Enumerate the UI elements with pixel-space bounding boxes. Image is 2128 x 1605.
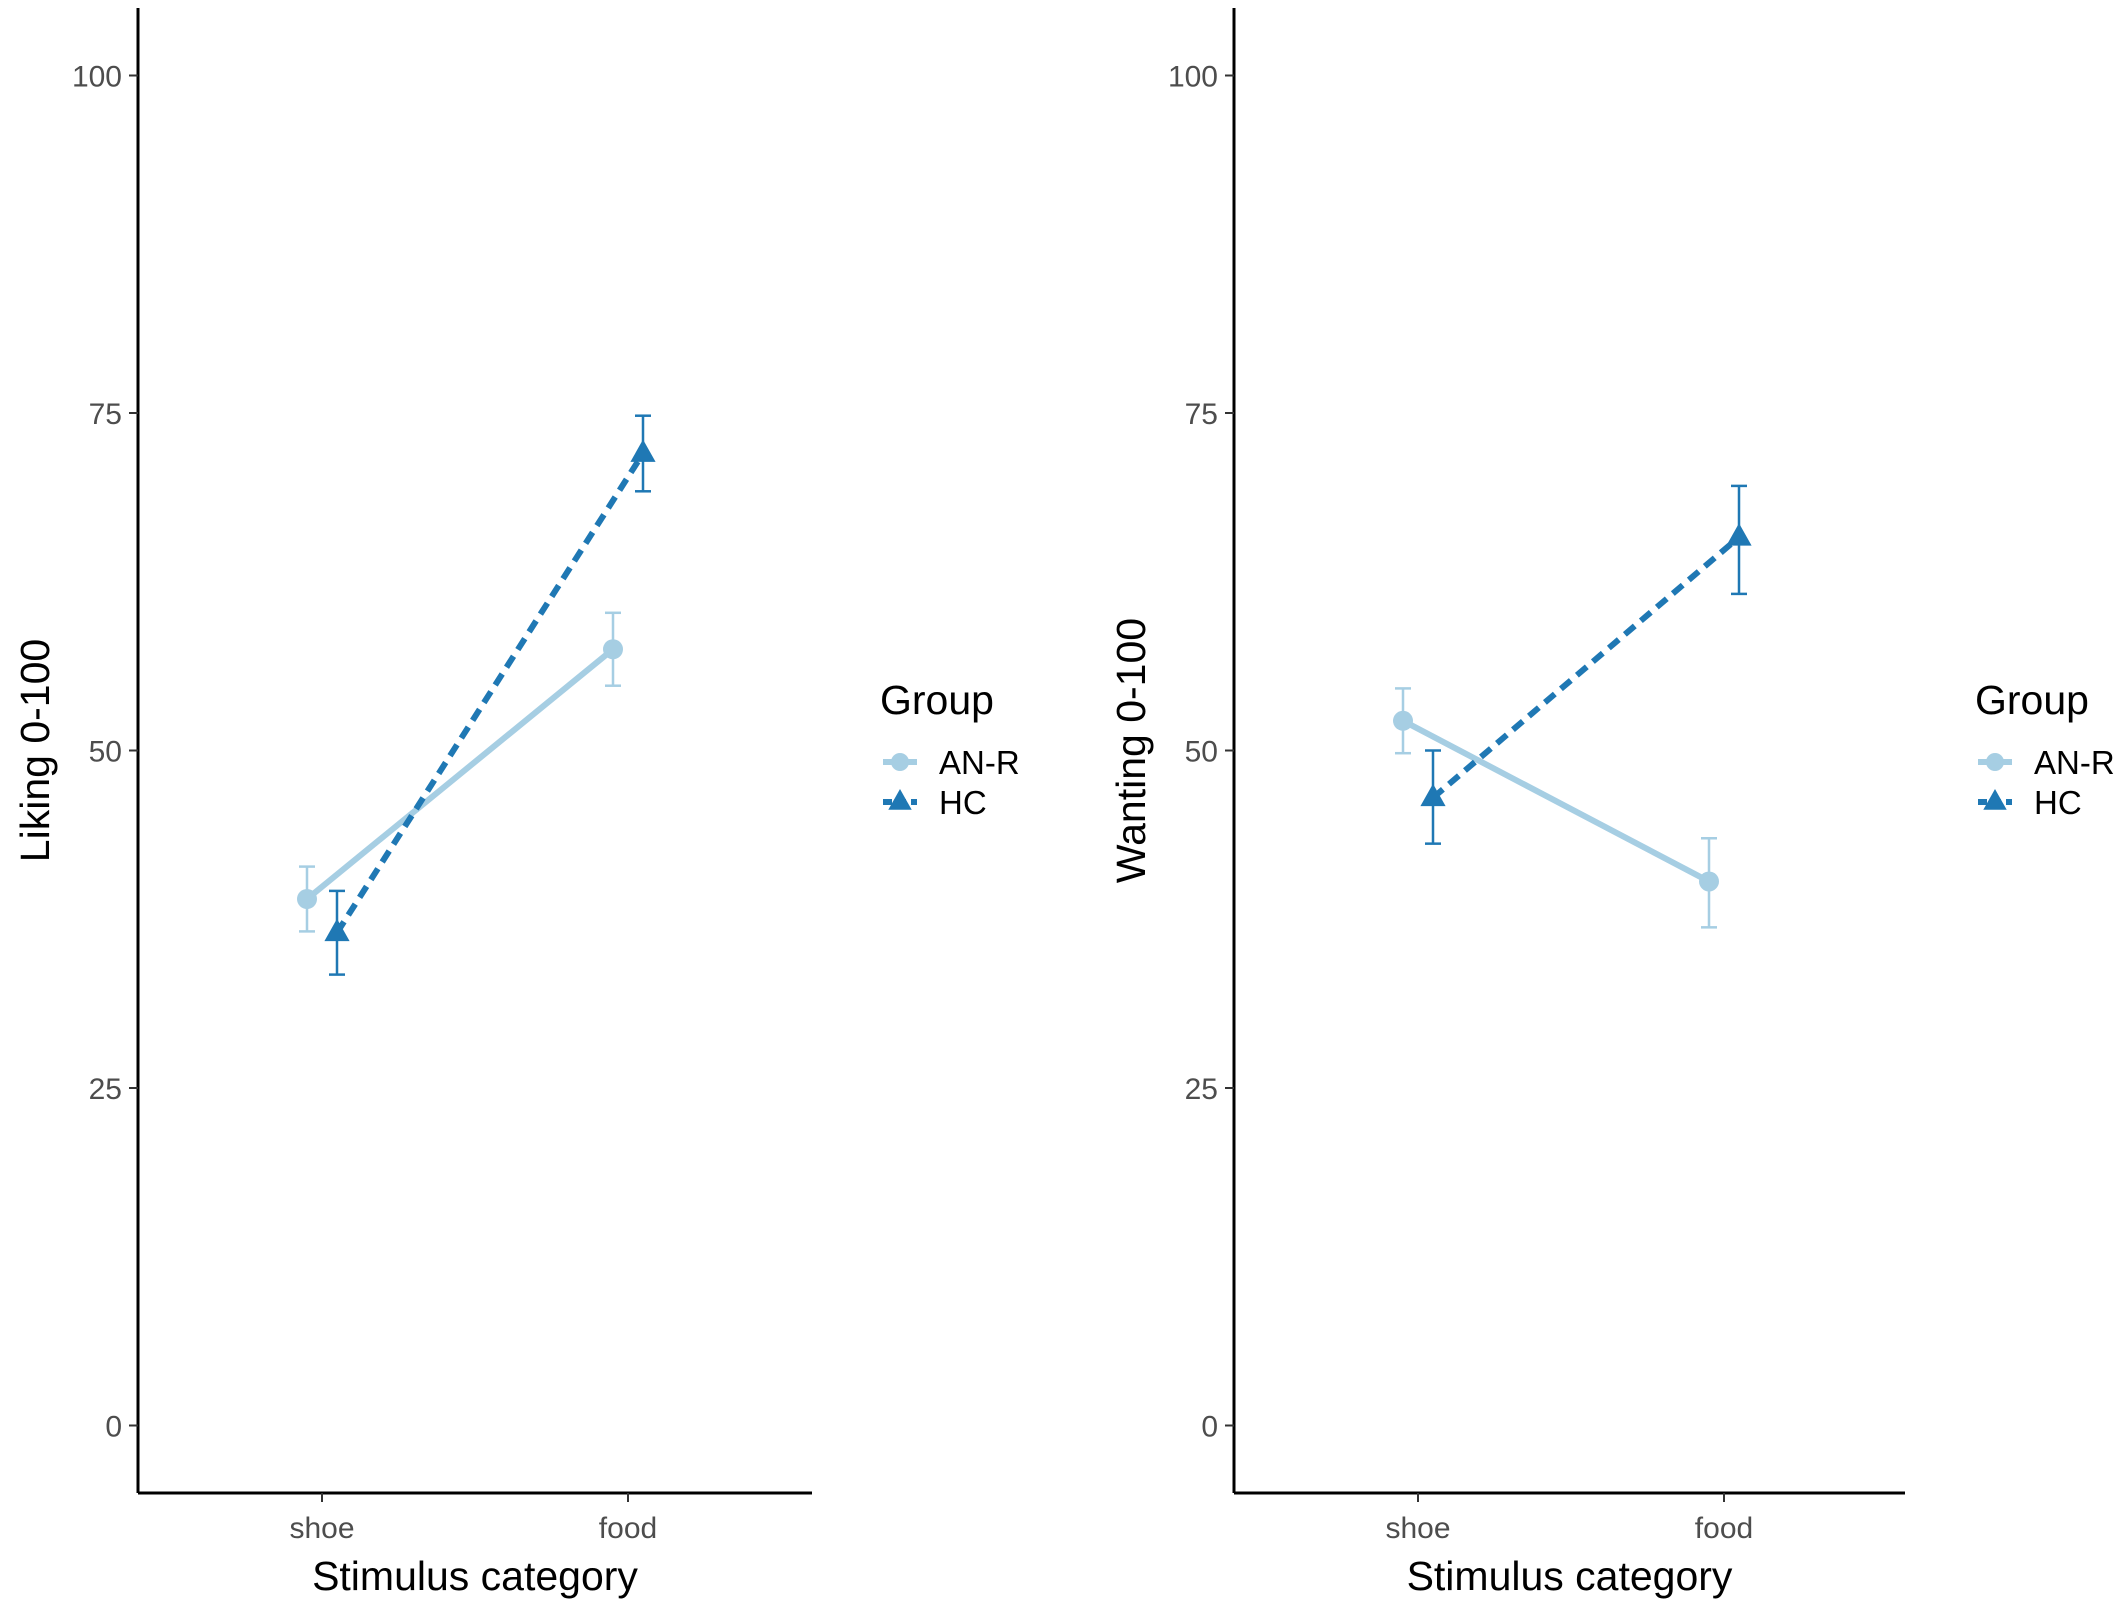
y-tick-label: 25 [89,1073,122,1106]
legend-label-hc: HC [939,784,987,821]
y-tick-label: 50 [89,736,122,769]
data-point-hc [1420,783,1446,807]
series-line-an-r [1401,718,1711,885]
legend-key-marker-an-r [1986,753,2004,771]
data-point-hc [630,439,656,462]
legend-key-marker-hc [1983,789,2007,810]
data-point-an-r [297,889,317,909]
legend-label-hc: HC [2034,784,2082,821]
y-tick-label: 0 [1201,1411,1218,1444]
data-point-hc [1726,523,1752,546]
x-tick-label: shoe [289,1512,354,1545]
y-axis-title: Wanting 0-100 [1108,618,1154,883]
panel-liking: 0 25 50 75 100 shoe food Stimulus category Likin… [12,8,1020,1599]
y-tick-label: 25 [1185,1073,1218,1106]
y-axis-title: Liking 0-100 [12,639,58,862]
x-axis-title: Stimulus category [312,1553,638,1599]
data-point-an-r [603,639,623,660]
data-point-an-r [1393,710,1413,731]
x-axis-title: Stimulus category [1407,1553,1733,1599]
x-tick-label: food [1695,1512,1753,1545]
y-tick-label: 100 [1168,61,1218,94]
legend-label-an-r: AN-R [939,744,1020,781]
series-line-hc [334,451,646,935]
series-line-an-r [305,646,615,902]
y-tick-label: 50 [1185,736,1218,769]
legend-key-marker-hc [888,789,912,810]
data-point-hc [324,918,350,942]
y-tick-label: 75 [1185,398,1218,431]
series-line-hc [1431,534,1741,801]
legend: Group AN-RHC [880,677,1020,821]
y-tick-label: 75 [89,398,122,431]
y-tick-label: 100 [72,61,122,94]
x-tick-label: food [599,1512,657,1545]
legend-title: Group [880,677,994,723]
panel-wanting: 0 25 50 75 100 shoe food Stimulus category Wanti… [1108,8,2115,1599]
legend-title: Group [1975,677,2089,723]
y-tick-label: 0 [105,1411,122,1444]
x-tick-label: shoe [1385,1512,1450,1545]
legend-key-marker-an-r [891,753,909,771]
data-point-an-r [1699,871,1719,892]
legend: Group AN-RHC [1975,677,2115,821]
legend-label-an-r: AN-R [2034,744,2115,781]
